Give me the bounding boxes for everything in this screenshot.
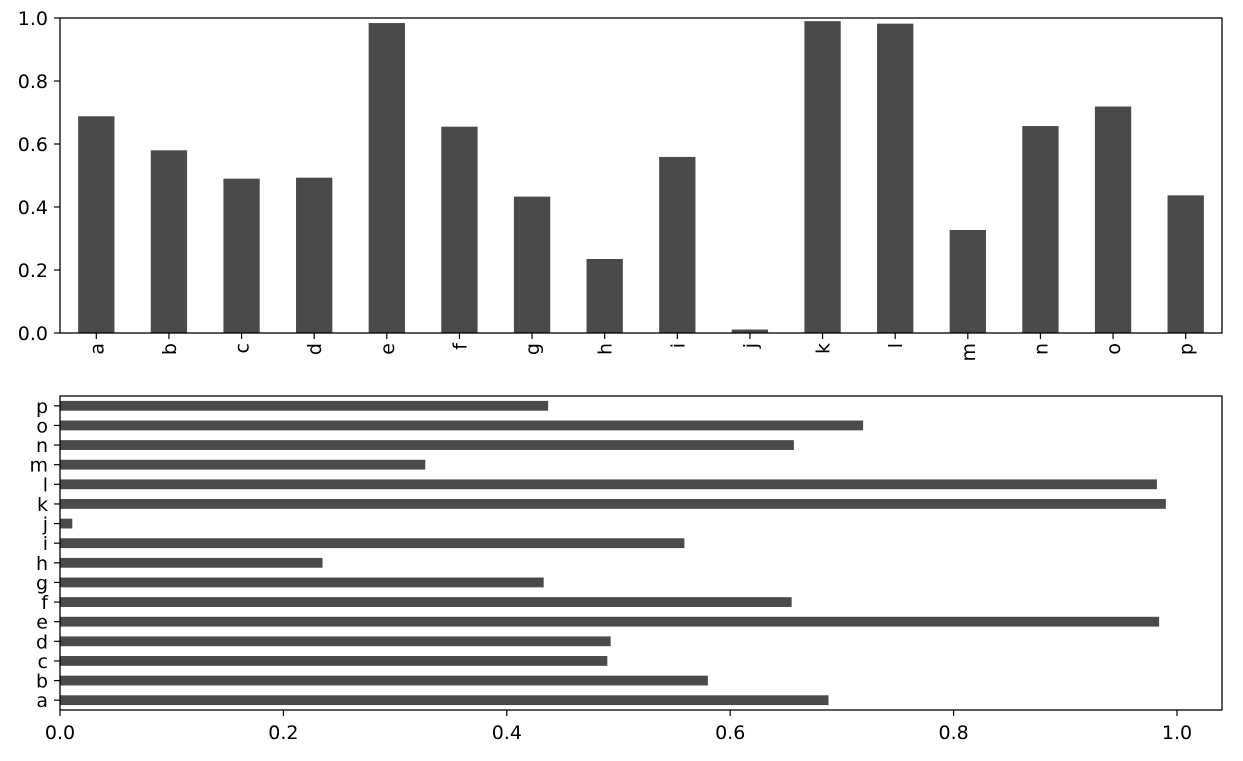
bar-i	[60, 538, 685, 549]
x-tick-label: 0.6	[715, 722, 745, 744]
bar-f	[60, 597, 792, 607]
y-tick-label: 0.8	[18, 71, 48, 93]
x-tick-label: 0.0	[45, 722, 75, 744]
x-tick-label: o	[1103, 343, 1125, 355]
x-tick-label: 0.8	[938, 722, 968, 744]
y-tick-label: f	[41, 592, 49, 614]
bar-m	[60, 459, 426, 470]
x-tick-label: d	[304, 343, 326, 355]
bar-o	[1094, 106, 1132, 333]
x-tick-label: l	[885, 343, 907, 348]
y-tick-label: 0.6	[18, 134, 48, 156]
bar-n	[1022, 126, 1059, 333]
bar-b	[60, 675, 708, 686]
x-tick-label: 1.0	[1162, 722, 1192, 744]
y-tick-label: b	[36, 671, 48, 693]
y-tick-label: g	[36, 572, 48, 594]
y-tick-label: p	[36, 396, 48, 418]
x-tick-label: b	[159, 343, 181, 355]
x-tick-label: a	[86, 343, 108, 355]
bar-f	[441, 126, 478, 333]
x-tick-label: h	[595, 343, 617, 355]
x-tick-label: g	[522, 343, 544, 355]
bar-a	[78, 116, 115, 333]
x-tick-label: f	[449, 342, 471, 350]
bar-m	[949, 229, 986, 333]
bar-d	[60, 636, 611, 647]
y-tick-label: 0.4	[18, 197, 48, 219]
bar-d	[296, 177, 333, 333]
x-tick-label: i	[667, 343, 689, 348]
vertical-bar-chart: a b c d e f g h i j k l m n o p 0.0 0.2 0.4 0.6 0.8 1.0	[18, 8, 1223, 362]
bar-e	[60, 616, 1160, 627]
plot-frame	[59, 395, 1223, 711]
x-tick-label: j	[740, 343, 762, 349]
bar-g	[513, 196, 551, 333]
bar-e	[368, 23, 405, 333]
bar-k	[804, 21, 841, 334]
plot-frame	[59, 17, 1223, 334]
y-tick-label: e	[36, 612, 48, 634]
y-tick-label: 0.2	[18, 260, 48, 282]
y-tick-label: a	[36, 690, 48, 712]
x-tick-label: m	[958, 343, 980, 362]
y-tick-label: h	[36, 553, 48, 575]
bar-b	[150, 150, 188, 333]
bar-l	[877, 23, 914, 333]
bar-h	[60, 557, 323, 568]
x-tick-label: e	[377, 343, 399, 355]
bar-j	[731, 329, 769, 333]
x-tick-label: 0.4	[492, 722, 522, 744]
bar-o	[60, 420, 864, 431]
bar-i	[659, 156, 696, 333]
bar-n	[60, 440, 794, 450]
bar-g	[60, 577, 544, 588]
bar-j	[60, 518, 73, 529]
x-tick-label: 0.2	[268, 722, 298, 744]
y-tick-label: i	[43, 533, 48, 555]
bar-a	[60, 695, 829, 706]
bar-p	[1167, 195, 1204, 333]
bar-p	[60, 400, 549, 411]
bar-l	[60, 479, 1157, 490]
y-tick-label: k	[37, 494, 48, 516]
bar-c	[223, 178, 260, 333]
y-tick-label: d	[36, 631, 48, 653]
y-tick-label: o	[36, 415, 48, 437]
y-tick-label: 1.0	[18, 8, 48, 30]
y-tick-label: n	[36, 435, 48, 457]
y-tick-label: j	[42, 514, 48, 536]
bar-k	[60, 499, 1166, 509]
bar-c	[60, 656, 608, 666]
y-tick-label: 0.0	[18, 323, 48, 345]
y-tick-label: c	[38, 651, 48, 673]
x-tick-label: n	[1030, 343, 1052, 355]
y-tick-label: l	[43, 474, 48, 496]
bar-h	[586, 258, 623, 333]
x-tick-label: c	[232, 343, 254, 353]
x-tick-label: p	[1176, 343, 1198, 355]
y-tick-label: m	[29, 455, 48, 477]
x-tick-label: k	[813, 343, 835, 354]
